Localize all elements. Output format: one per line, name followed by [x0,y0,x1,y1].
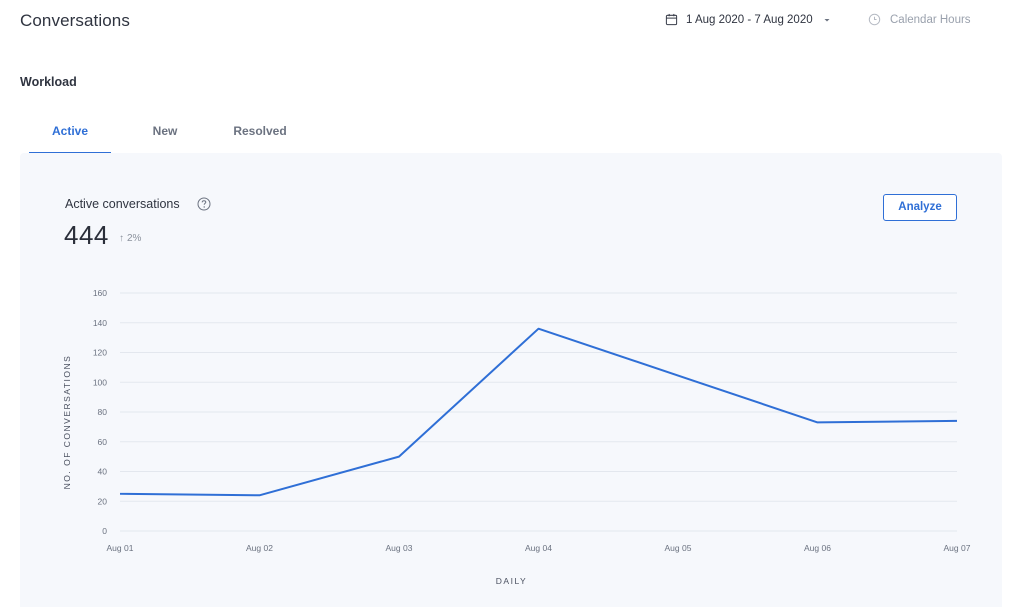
y-tick-label: 120 [93,348,107,358]
x-tick-label: Aug 06 [804,543,831,553]
y-tick-label: 60 [98,437,108,447]
section-title: Workload [20,75,77,89]
series-line [119,327,958,497]
metric-value: 444 [64,220,109,250]
x-tick-label: Aug 05 [665,543,692,553]
clock-icon [868,13,881,26]
calendar-hours-selector[interactable]: Calendar Hours [868,13,971,26]
x-tick-label: Aug 02 [246,543,273,553]
metric-change: ↑ 2% [119,233,141,244]
y-tick-label: 140 [93,318,107,328]
y-axis-title: NO. OF CONVERSATIONS [62,355,72,490]
tab-new[interactable]: New [152,124,178,138]
date-range-picker[interactable]: 1 Aug 2020 - 7 Aug 2020 [665,13,831,26]
page-title: Conversations [20,11,130,30]
metric-change-value: 2% [127,233,142,244]
y-tick-label: 20 [98,496,108,506]
analyze-button[interactable]: Analyze [883,194,957,221]
x-tick-label: Aug 07 [944,543,971,553]
y-tick-label: 100 [93,377,107,387]
y-tick-label: 80 [98,407,108,417]
x-tick-label: Aug 03 [386,543,413,553]
y-tick-label: 0 [102,526,107,536]
y-tick-label: 160 [93,288,107,298]
chevron-down-icon [824,18,830,21]
help-icon[interactable] [197,197,211,211]
x-tick-label: Aug 01 [107,543,134,553]
x-axis-title: DAILY [496,576,527,586]
calendar-hours-label: Calendar Hours [890,13,971,26]
calendar-icon [665,13,678,26]
y-tick-label: 40 [98,467,108,477]
metric-title: Active conversations [65,197,180,211]
arrow-up-icon: ↑ [119,233,124,244]
tab-resolved[interactable]: Resolved [233,124,287,138]
date-range-label: 1 Aug 2020 - 7 Aug 2020 [686,13,813,26]
x-tick-label: Aug 04 [525,543,552,553]
